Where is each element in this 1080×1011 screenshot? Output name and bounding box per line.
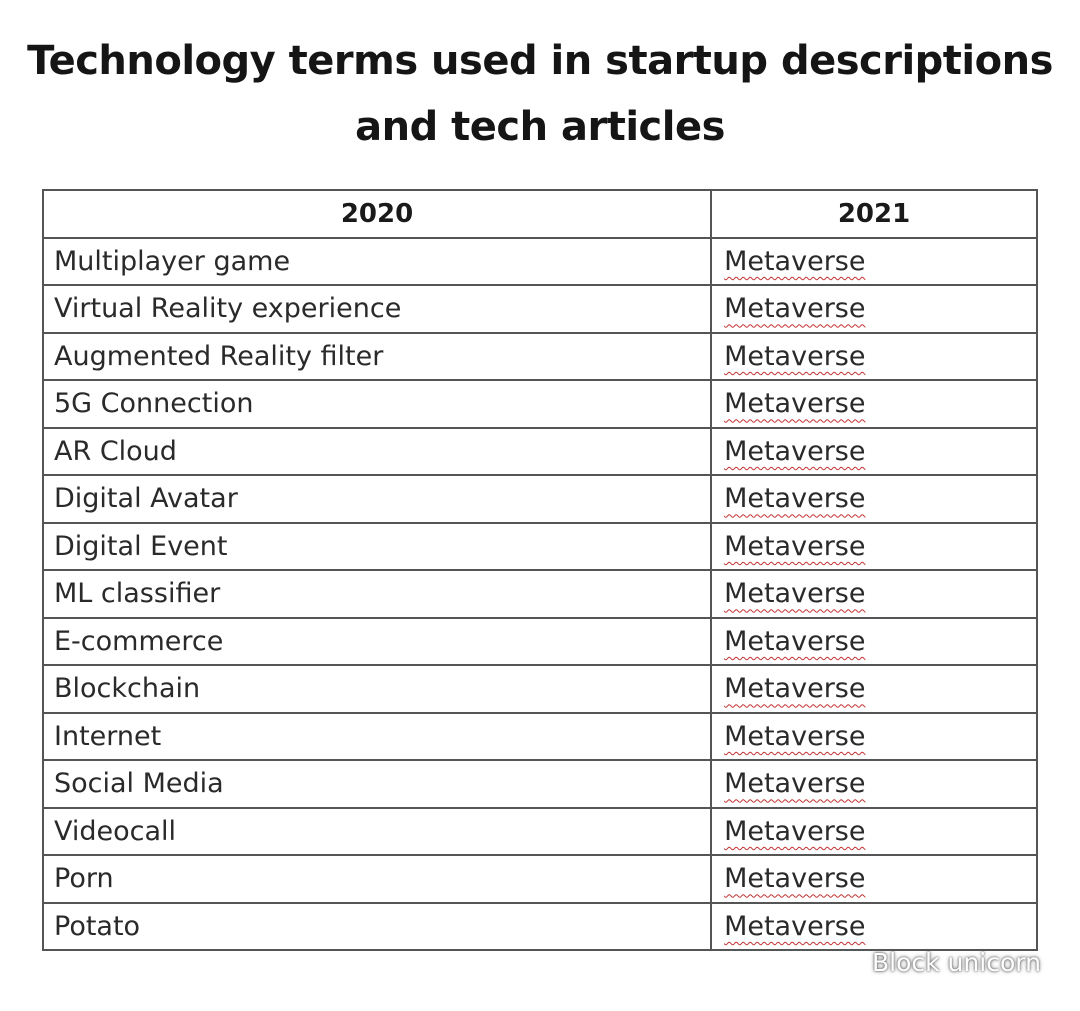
term-2020-cell: Multiplayer game bbox=[41, 236, 713, 286]
term-2021-cell: Metaverse bbox=[710, 664, 1038, 714]
column-header-2020: 2020 bbox=[41, 189, 713, 239]
term-2020-cell: Digital Avatar bbox=[41, 474, 713, 524]
terms-table: 2020 2021 Multiplayer game Metaverse Virtu… bbox=[41, 189, 1038, 951]
term-2021-cell: Metaverse bbox=[710, 806, 1038, 856]
table-row: Social Media Metaverse bbox=[41, 759, 1038, 809]
watermark: Block unicorn bbox=[836, 948, 1041, 977]
term-2021-cell: Metaverse bbox=[710, 711, 1038, 761]
term-2021-cell: Metaverse bbox=[710, 236, 1038, 286]
wechat-icon bbox=[836, 950, 868, 976]
table-row: Virtual Reality experience Metaverse bbox=[41, 284, 1038, 334]
term-2021-cell: Metaverse bbox=[710, 284, 1038, 334]
term-2021-cell: Metaverse bbox=[710, 854, 1038, 904]
title-line-1: Technology terms used in startup descrip… bbox=[27, 38, 1053, 84]
table-row: E-commerce Metaverse bbox=[41, 616, 1038, 666]
watermark-text: Block unicorn bbox=[872, 948, 1041, 977]
term-2021-cell: Metaverse bbox=[710, 521, 1038, 571]
page-title: Technology terms used in startup descrip… bbox=[0, 28, 1080, 160]
table-header-row: 2020 2021 bbox=[41, 189, 1038, 239]
term-2020-cell: Internet bbox=[41, 711, 713, 761]
table-row: Videocall Metaverse bbox=[41, 806, 1038, 856]
term-2020-cell: Digital Event bbox=[41, 521, 713, 571]
title-line-2: and tech articles bbox=[355, 104, 725, 150]
term-2020-cell: Porn bbox=[41, 854, 713, 904]
table-row: Multiplayer game Metaverse bbox=[41, 236, 1038, 286]
term-2020-cell: ML classifier bbox=[41, 569, 713, 619]
term-2020-cell: Social Media bbox=[41, 759, 713, 809]
column-header-2021: 2021 bbox=[710, 189, 1038, 239]
table-row: AR Cloud Metaverse bbox=[41, 426, 1038, 476]
table-row: Digital Avatar Metaverse bbox=[41, 474, 1038, 524]
term-2021-cell: Metaverse bbox=[710, 426, 1038, 476]
term-2020-cell: Videocall bbox=[41, 806, 713, 856]
term-2020-cell: Potato bbox=[41, 901, 713, 951]
term-2020-cell: Augmented Reality filter bbox=[41, 331, 713, 381]
term-2020-cell: E-commerce bbox=[41, 616, 713, 666]
term-2021-cell: Metaverse bbox=[710, 379, 1038, 429]
term-2021-cell: Metaverse bbox=[710, 616, 1038, 666]
table-row: Digital Event Metaverse bbox=[41, 521, 1038, 571]
term-2020-cell: 5G Connection bbox=[41, 379, 713, 429]
term-2020-cell: AR Cloud bbox=[41, 426, 713, 476]
table-row: ML classifier Metaverse bbox=[41, 569, 1038, 619]
table-row: Augmented Reality filter Metaverse bbox=[41, 331, 1038, 381]
term-2021-cell: Metaverse bbox=[710, 759, 1038, 809]
term-2021-cell: Metaverse bbox=[710, 474, 1038, 524]
table-row: 5G Connection Metaverse bbox=[41, 379, 1038, 429]
table-row: Blockchain Metaverse bbox=[41, 664, 1038, 714]
term-2020-cell: Virtual Reality experience bbox=[41, 284, 713, 334]
table-row: Porn Metaverse bbox=[41, 854, 1038, 904]
term-2021-cell: Metaverse bbox=[710, 901, 1038, 951]
term-2021-cell: Metaverse bbox=[710, 331, 1038, 381]
table-row: Potato Metaverse bbox=[41, 901, 1038, 951]
term-2020-cell: Blockchain bbox=[41, 664, 713, 714]
term-2021-cell: Metaverse bbox=[710, 569, 1038, 619]
table-row: Internet Metaverse bbox=[41, 711, 1038, 761]
